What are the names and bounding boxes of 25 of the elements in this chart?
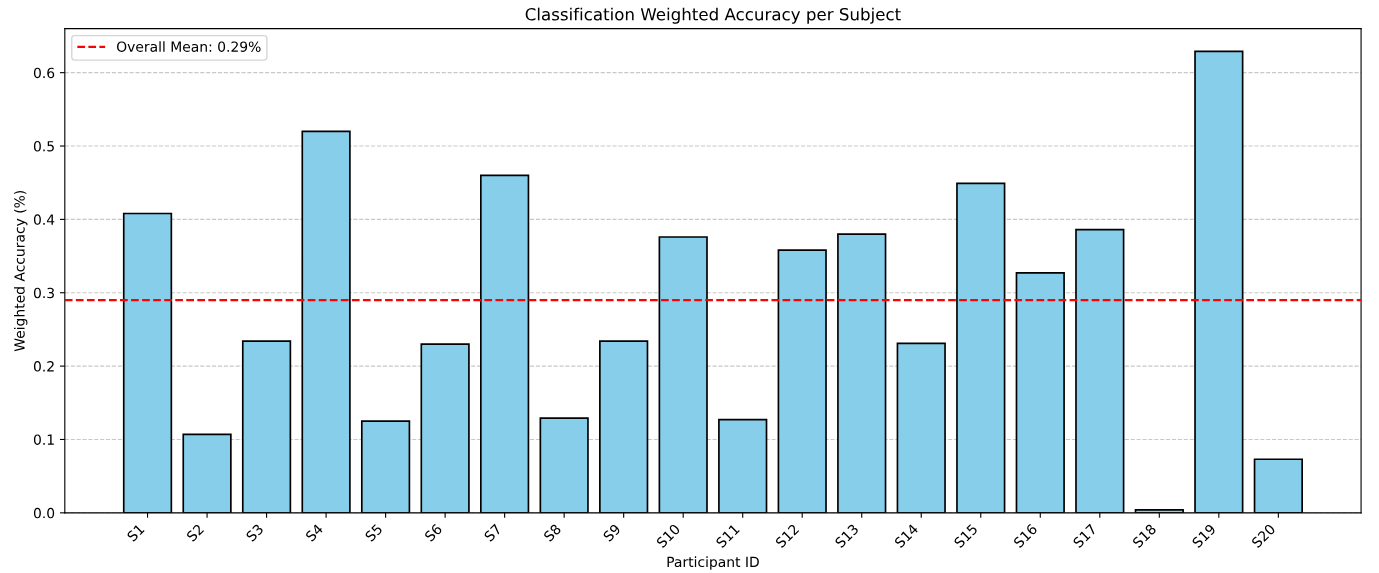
x-tick-label: S3	[245, 523, 264, 542]
y-tick-label: 0.0	[33, 507, 55, 519]
x-tick-label: S12	[774, 523, 800, 549]
x-tick-label: S2	[185, 523, 205, 542]
y-tick-label: 0.3	[33, 287, 54, 299]
y-tick-label: 0.6	[33, 67, 55, 79]
y-tick-label: 0.1	[33, 434, 54, 445]
legend-label: Overall Mean: 0.29%	[116, 41, 261, 52]
x-tick-label: S8	[542, 523, 562, 542]
x-tick-label: S1	[126, 523, 145, 542]
x-tick-label: S20	[1250, 523, 1276, 549]
y-tick-label: 0.4	[33, 214, 55, 225]
x-tick-label: S10	[655, 523, 681, 549]
chart-title: Classification Weighted Accuracy per Subject	[525, 7, 901, 24]
x-tick-label: S6	[423, 523, 443, 542]
y-tick-label: 0.5	[33, 141, 54, 152]
y-tick-label: 0.2	[33, 361, 54, 372]
x-axis-title: Participant ID	[667, 556, 759, 570]
y-axis-title: Weighted Accuracy (%)	[14, 190, 28, 352]
x-tick-label: S9	[602, 523, 622, 542]
x-tick-label: S11	[715, 523, 740, 549]
x-tick-label: S7	[483, 523, 502, 542]
x-tick-label: S4	[304, 523, 324, 542]
x-tick-label: S19	[1191, 523, 1217, 549]
x-tick-label: S5	[364, 523, 383, 542]
